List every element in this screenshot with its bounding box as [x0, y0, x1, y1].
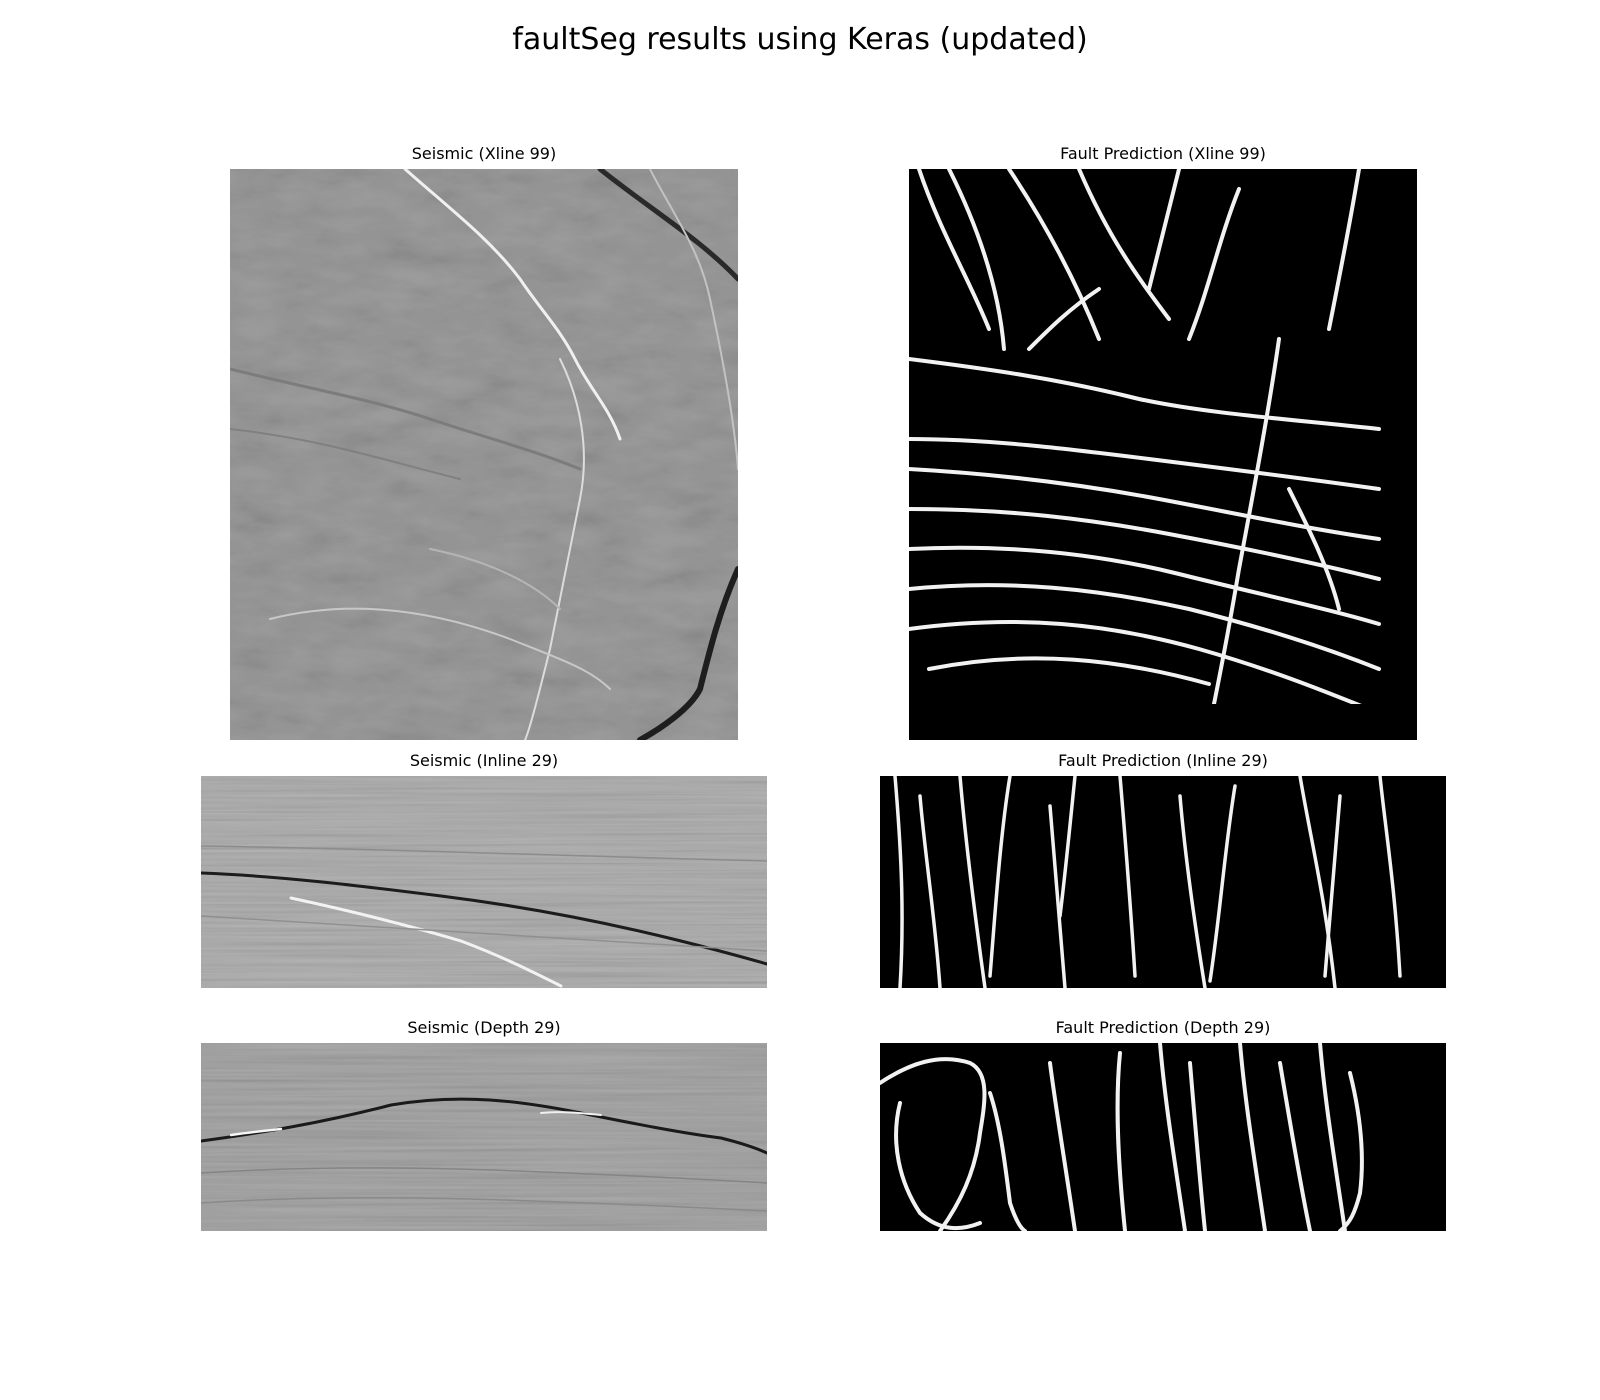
panel-title-seismic-xline: Seismic (Xline 99) [411, 144, 557, 163]
seismic-depth-image [201, 1043, 767, 1231]
seismic-xline-image [230, 169, 738, 740]
seismic-inline-image [201, 776, 767, 988]
panel-title-fault-inline: Fault Prediction (Inline 29) [1058, 751, 1268, 770]
panel-title-fault-xline: Fault Prediction (Xline 99) [1060, 144, 1266, 163]
panel-title-fault-depth: Fault Prediction (Depth 29) [1055, 1018, 1271, 1037]
fault-xline-image [909, 169, 1417, 740]
fault-depth-image [880, 1043, 1446, 1231]
figure-title: faultSeg results using Keras (updated) [512, 22, 1088, 57]
panel-title-seismic-depth: Seismic (Depth 29) [407, 1018, 561, 1037]
fault-inline-image [880, 776, 1446, 988]
panel-title-seismic-inline: Seismic (Inline 29) [409, 751, 559, 770]
